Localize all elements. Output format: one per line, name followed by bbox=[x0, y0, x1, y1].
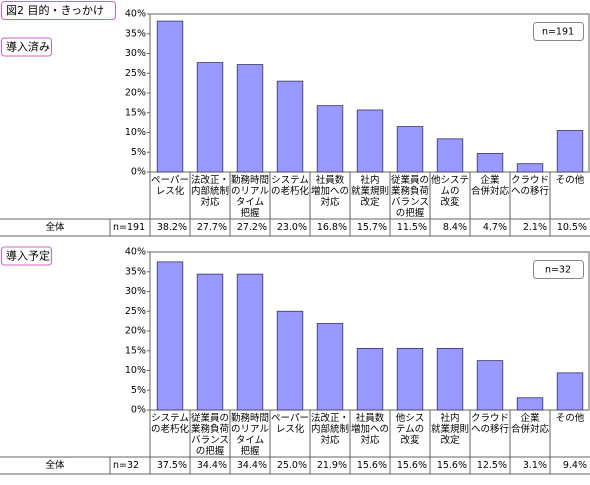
x-tick-label: 勤務時間のリアルタイム把握 bbox=[231, 174, 269, 219]
x-tick-label: その他 bbox=[556, 174, 585, 186]
bar bbox=[236, 273, 264, 411]
value-label: 15.7% bbox=[357, 222, 387, 233]
x-tick-label: 従業員の業務負荷バランスの把握 bbox=[191, 412, 230, 457]
x-tick-label: 他システムの改変 bbox=[396, 412, 425, 446]
bar bbox=[316, 105, 344, 173]
x-tick-label: 法改正・内部統制対応 bbox=[191, 174, 229, 208]
bar bbox=[436, 347, 464, 411]
row-label: 全体 bbox=[45, 459, 65, 471]
x-tick-label: クラウドへの移行 bbox=[471, 413, 510, 435]
y-tick-label: 10% bbox=[125, 127, 146, 138]
y-tick-label: 30% bbox=[125, 286, 146, 297]
x-tick-label: 社内就業規則改定 bbox=[431, 412, 469, 446]
x-tick-label: システムの老朽化 bbox=[271, 175, 310, 197]
y-tick-label: 20% bbox=[125, 88, 146, 99]
y-tick-label: 20% bbox=[125, 326, 146, 337]
y-tick-label: 5% bbox=[131, 147, 146, 158]
bar bbox=[356, 109, 384, 173]
label-box bbox=[1, 246, 52, 266]
value-label: 16.8% bbox=[317, 222, 347, 233]
bar bbox=[236, 64, 264, 173]
bar bbox=[196, 273, 224, 411]
x-tick-label: 社員数増加への対応 bbox=[311, 174, 349, 208]
bar bbox=[516, 397, 544, 411]
y-tick-label: 35% bbox=[125, 266, 146, 277]
bar bbox=[156, 20, 184, 173]
x-tick-label: クラウドへの移行 bbox=[511, 175, 550, 197]
bar bbox=[516, 163, 544, 173]
n-box bbox=[533, 260, 584, 279]
y-tick-label: 5% bbox=[131, 385, 146, 396]
x-tick-label: 社員数増加への対応 bbox=[351, 412, 389, 446]
bar bbox=[276, 80, 304, 173]
y-tick-label: 30% bbox=[125, 48, 146, 59]
bar bbox=[196, 62, 224, 173]
n-box bbox=[533, 22, 584, 41]
x-tick-label: 従業員の業務負荷バランスの把握 bbox=[391, 174, 430, 219]
row-label: 全体 bbox=[45, 221, 65, 233]
n-label: n=191 bbox=[542, 27, 574, 38]
value-label: 27.2% bbox=[237, 222, 267, 233]
bar bbox=[276, 310, 304, 411]
bar bbox=[556, 372, 584, 411]
value-label: 21.9% bbox=[317, 460, 347, 471]
value-label: 12.5% bbox=[477, 460, 507, 471]
value-label: 34.4% bbox=[197, 460, 227, 471]
value-label: 37.5% bbox=[157, 460, 187, 471]
y-tick-label: 10% bbox=[125, 365, 146, 376]
bar bbox=[556, 130, 584, 173]
row-n-label: n=32 bbox=[113, 460, 139, 471]
value-label: 27.7% bbox=[197, 222, 227, 233]
panel-label: 導入予定 bbox=[6, 249, 50, 263]
y-tick-label: 40% bbox=[125, 9, 146, 20]
value-label: 15.6% bbox=[397, 460, 427, 471]
value-label: 10.5% bbox=[557, 222, 587, 233]
bar bbox=[316, 323, 344, 411]
title-box bbox=[1, 1, 116, 20]
bar bbox=[396, 126, 424, 173]
bar bbox=[356, 347, 384, 411]
value-label: 34.4% bbox=[237, 460, 267, 471]
panel-label: 導入済み bbox=[6, 40, 50, 54]
x-tick-label: その他 bbox=[556, 412, 585, 424]
x-tick-label: システムの老朽化 bbox=[151, 413, 190, 435]
value-label: 4.7% bbox=[483, 222, 507, 233]
y-tick-label: 25% bbox=[125, 306, 146, 317]
x-tick-label: 法改正・内部統制対応 bbox=[311, 412, 349, 446]
n-label: n=32 bbox=[545, 265, 571, 276]
value-label: 15.6% bbox=[437, 460, 467, 471]
value-label: 23.0% bbox=[277, 222, 307, 233]
value-label: 9.4% bbox=[563, 460, 587, 471]
y-tick-label: 35% bbox=[125, 28, 146, 39]
bar bbox=[436, 138, 464, 173]
value-label: 8.4% bbox=[443, 222, 467, 233]
x-tick-label: 企業合併対応 bbox=[511, 412, 550, 435]
bar bbox=[476, 360, 504, 411]
y-tick-label: 25% bbox=[125, 68, 146, 79]
y-tick-label: 15% bbox=[125, 345, 146, 356]
value-label: 15.6% bbox=[357, 460, 387, 471]
label-box bbox=[1, 37, 52, 57]
x-tick-label: 社内就業規則改定 bbox=[351, 174, 389, 208]
bar bbox=[396, 347, 424, 411]
y-tick-label: 15% bbox=[125, 107, 146, 118]
x-tick-label: 企業合併対応 bbox=[471, 174, 510, 197]
y-tick-label: 40% bbox=[125, 247, 146, 258]
x-tick-label: ペーパーレス化 bbox=[271, 413, 309, 435]
bar bbox=[156, 261, 184, 411]
value-label: 2.1% bbox=[523, 222, 547, 233]
value-label: 38.2% bbox=[157, 222, 187, 233]
y-tick-label: 0% bbox=[131, 405, 146, 416]
x-tick-label: 他システムの改変 bbox=[431, 174, 469, 208]
value-label: 25.0% bbox=[277, 460, 307, 471]
x-tick-label: 勤務時間のリアルタイム把握 bbox=[231, 412, 269, 457]
bar bbox=[476, 153, 504, 173]
x-tick-label: ペーパーレス化 bbox=[151, 175, 189, 197]
y-tick-label: 0% bbox=[131, 167, 146, 178]
value-label: 3.1% bbox=[523, 460, 547, 471]
row-n-label: n=191 bbox=[113, 222, 145, 233]
value-label: 11.5% bbox=[397, 222, 427, 233]
chart-title: 図2 目的・きっかけ bbox=[6, 3, 104, 17]
